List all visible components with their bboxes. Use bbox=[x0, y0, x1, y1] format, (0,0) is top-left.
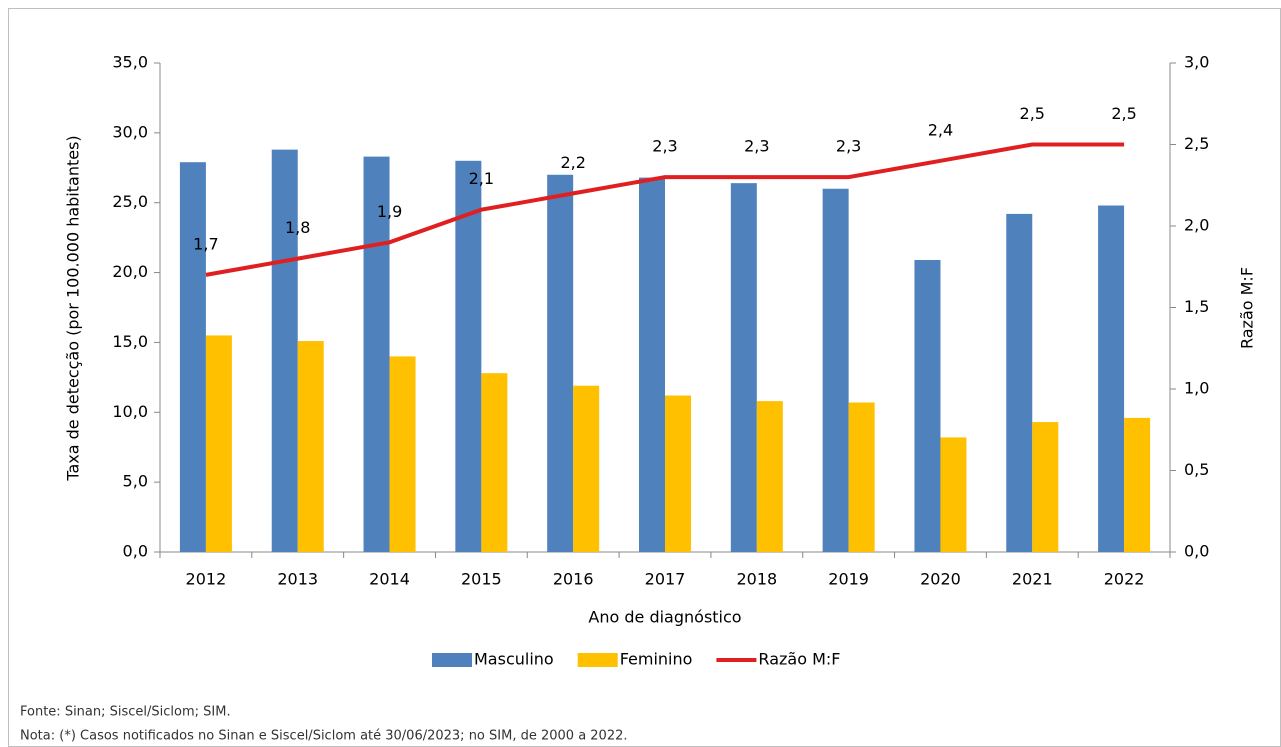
x-tick-label: 2015 bbox=[461, 570, 502, 589]
bar bbox=[1006, 213, 1033, 553]
data-label: 1,9 bbox=[377, 202, 402, 221]
y2-tick-label: 2,5 bbox=[1184, 134, 1209, 153]
y-tick-label: 25,0 bbox=[112, 192, 148, 211]
data-label: 2,3 bbox=[836, 137, 861, 156]
y-tick-label: 15,0 bbox=[112, 332, 148, 351]
data-label: 2,5 bbox=[1111, 104, 1136, 123]
y2-tick-label: 0,5 bbox=[1184, 460, 1209, 479]
data-label: 2,2 bbox=[560, 153, 585, 172]
y-tick-label: 0,0 bbox=[123, 542, 148, 561]
bar bbox=[730, 183, 757, 552]
bar bbox=[848, 402, 875, 552]
x-tick-label: 2013 bbox=[277, 570, 318, 589]
bar bbox=[297, 341, 324, 552]
bar bbox=[573, 385, 600, 552]
bar bbox=[363, 156, 390, 552]
bar bbox=[1124, 417, 1151, 552]
bar bbox=[205, 335, 232, 552]
x-tick-label: 2016 bbox=[553, 570, 594, 589]
y-tick-label: 20,0 bbox=[112, 262, 148, 281]
x-tick-label: 2021 bbox=[1012, 570, 1053, 589]
source-note: Fonte: Sinan; Siscel/Siclom; SIM. bbox=[20, 705, 231, 720]
y-tick-label: 30,0 bbox=[112, 122, 148, 141]
data-label: 2,1 bbox=[469, 169, 494, 188]
legend-swatch bbox=[432, 653, 472, 667]
y2-tick-label: 1,5 bbox=[1184, 297, 1209, 316]
legend-swatch bbox=[577, 653, 618, 667]
x-tick-label: 2014 bbox=[369, 570, 410, 589]
bar bbox=[756, 401, 783, 552]
x-tick-label: 2018 bbox=[736, 570, 777, 589]
x-tick-label: 2012 bbox=[186, 570, 227, 589]
bar bbox=[1098, 205, 1125, 552]
y-tick-label: 35,0 bbox=[112, 53, 148, 72]
y2-tick-label: 1,0 bbox=[1184, 379, 1209, 398]
bar bbox=[940, 437, 967, 552]
bar bbox=[455, 160, 482, 553]
x-tick-label: 2017 bbox=[645, 570, 686, 589]
bar bbox=[481, 373, 508, 552]
data-label: 2,4 bbox=[928, 120, 953, 139]
bar bbox=[179, 162, 206, 552]
bar bbox=[547, 174, 574, 552]
y2-tick-label: 3,0 bbox=[1184, 53, 1209, 72]
data-label: 2,5 bbox=[1020, 104, 1045, 123]
y2-tick-label: 2,0 bbox=[1184, 216, 1209, 235]
y2-axis-title: Razão M:F bbox=[1238, 267, 1257, 349]
y-tick-label: 10,0 bbox=[112, 402, 148, 421]
data-label: 1,8 bbox=[285, 218, 310, 237]
legend-label: Feminino bbox=[620, 650, 693, 669]
x-tick-label: 2022 bbox=[1104, 570, 1145, 589]
data-label: 1,7 bbox=[193, 234, 218, 253]
bar bbox=[389, 356, 416, 552]
data-label: 2,3 bbox=[652, 137, 677, 156]
bar bbox=[639, 177, 665, 552]
footnote: Nota: (*) Casos notificados no Sinan e S… bbox=[20, 729, 628, 744]
y-tick-label: 5,0 bbox=[123, 472, 148, 491]
x-tick-label: 2019 bbox=[828, 570, 869, 589]
y2-tick-label: 0,0 bbox=[1184, 542, 1209, 561]
bar bbox=[665, 395, 691, 552]
data-label: 2,3 bbox=[744, 137, 769, 156]
x-axis-title: Ano de diagnóstico bbox=[588, 608, 741, 627]
line-series bbox=[205, 142, 1125, 277]
bar bbox=[914, 259, 941, 552]
y-axis-title: Taxa de detecção (por 100.000 habitantes… bbox=[64, 135, 83, 481]
x-tick-label: 2020 bbox=[920, 570, 961, 589]
bar bbox=[1032, 422, 1059, 552]
legend-label: Masculino bbox=[474, 650, 554, 669]
bar bbox=[822, 188, 849, 552]
bar bbox=[271, 149, 298, 552]
legend-label: Razão M:F bbox=[758, 650, 840, 669]
